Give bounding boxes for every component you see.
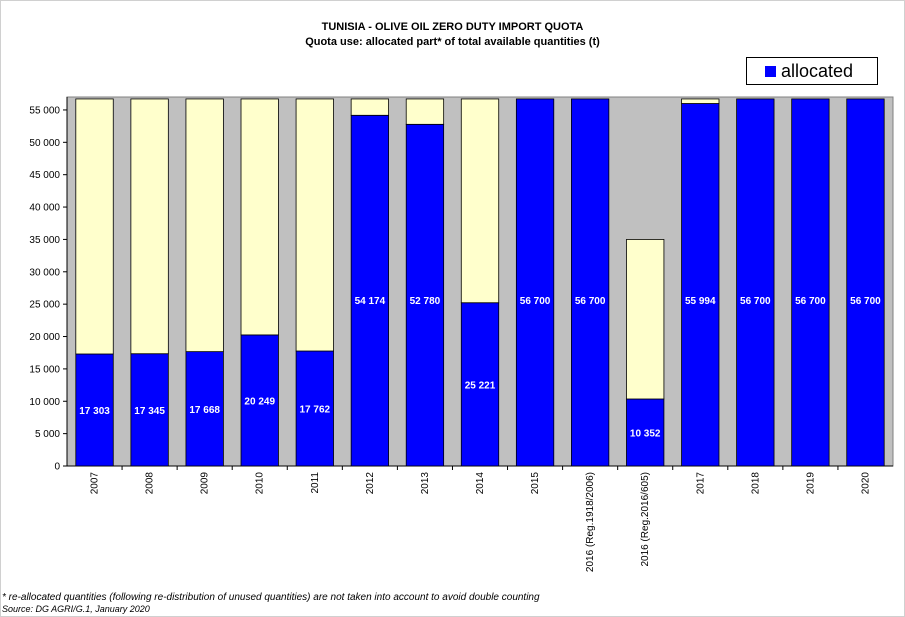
bar-remaining xyxy=(295,98,334,352)
data-label: 56 700 xyxy=(740,296,771,307)
y-tick-label: 5 000 xyxy=(35,429,60,440)
bar-remaining xyxy=(185,98,224,353)
data-label: 17 762 xyxy=(300,405,331,416)
bar-remaining xyxy=(626,239,665,400)
bar-allocated xyxy=(515,98,555,467)
chart-subtitle: Quota use: allocated part* of total avai… xyxy=(305,36,600,48)
bar-remaining xyxy=(460,98,500,304)
data-label: 25 221 xyxy=(465,380,496,391)
y-tick-label: 55 000 xyxy=(29,105,60,116)
x-tick-label: 2008 xyxy=(145,472,156,495)
data-label: 17 303 xyxy=(79,406,110,417)
legend-swatch-allocated xyxy=(765,65,776,77)
y-tick-label: 20 000 xyxy=(29,332,60,343)
bar-allocated xyxy=(130,353,169,467)
bar-allocated xyxy=(846,98,885,467)
data-label: 54 174 xyxy=(355,296,386,307)
bar-allocated xyxy=(295,350,334,467)
bar-remaining xyxy=(681,98,720,104)
x-tick-label: 2016 (Reg.1918/2006) xyxy=(585,472,596,572)
bar-allocated xyxy=(405,123,445,467)
data-label: 10 352 xyxy=(630,428,661,439)
bar-allocated xyxy=(736,98,775,467)
x-tick-label: 2011 xyxy=(310,472,321,494)
y-tick-label: 50 000 xyxy=(29,138,60,149)
x-tick-label: 2014 xyxy=(475,472,486,495)
data-label: 56 700 xyxy=(795,296,826,307)
y-tick-label: 40 000 xyxy=(29,203,60,214)
bar-remaining xyxy=(405,98,445,125)
data-label: 56 700 xyxy=(575,296,606,307)
x-tick-label: 2010 xyxy=(255,472,266,495)
x-tick-label: 2013 xyxy=(420,472,431,495)
x-tick-label: 2009 xyxy=(200,472,211,495)
x-tick-label: 2019 xyxy=(805,472,816,495)
y-tick-label: 25 000 xyxy=(29,300,60,311)
bar-remaining xyxy=(75,98,114,355)
bar-allocated xyxy=(350,114,389,467)
y-tick-label: 15 000 xyxy=(29,364,60,375)
legend: allocated xyxy=(746,57,878,85)
bar-allocated xyxy=(791,98,830,467)
footnote: * re-allocated quantities (following re-… xyxy=(2,592,540,603)
source-note: Source: DG AGRI/G.1, January 2020 xyxy=(2,604,150,614)
bar-allocated xyxy=(681,103,720,467)
bar-allocated xyxy=(460,302,500,467)
legend-label-allocated: allocated xyxy=(781,60,854,81)
data-label: 52 780 xyxy=(410,296,441,307)
bar-remaining xyxy=(130,98,169,355)
x-tick-label: 2007 xyxy=(90,472,101,495)
y-tick-label: 35 000 xyxy=(29,235,60,246)
x-tick-label: 2017 xyxy=(695,472,706,495)
x-tick-label: 2015 xyxy=(530,472,541,495)
data-label: 17 668 xyxy=(189,405,220,416)
data-label: 55 994 xyxy=(685,296,716,307)
bar-allocated xyxy=(240,334,279,467)
x-tick-label: 2020 xyxy=(860,472,871,495)
y-tick-label: 30 000 xyxy=(29,267,60,278)
bar-allocated xyxy=(571,98,610,467)
data-label: 20 249 xyxy=(244,396,275,407)
bar-remaining xyxy=(350,98,389,116)
x-tick-label: 2012 xyxy=(365,472,376,495)
x-tick-label: 2018 xyxy=(750,472,761,495)
y-tick-label: 10 000 xyxy=(29,397,60,408)
y-tick-label: 0 xyxy=(54,462,60,473)
y-tick-label: 45 000 xyxy=(29,170,60,181)
data-label: 56 700 xyxy=(520,296,551,307)
data-label: 56 700 xyxy=(850,296,881,307)
chart-title: TUNISIA - OLIVE OIL ZERO DUTY IMPORT QUO… xyxy=(321,21,584,33)
bar-remaining xyxy=(240,98,279,336)
x-tick-label: 2016 (Reg.2016/605) xyxy=(640,472,651,567)
data-label: 17 345 xyxy=(134,406,165,417)
bar-allocated xyxy=(75,353,114,467)
